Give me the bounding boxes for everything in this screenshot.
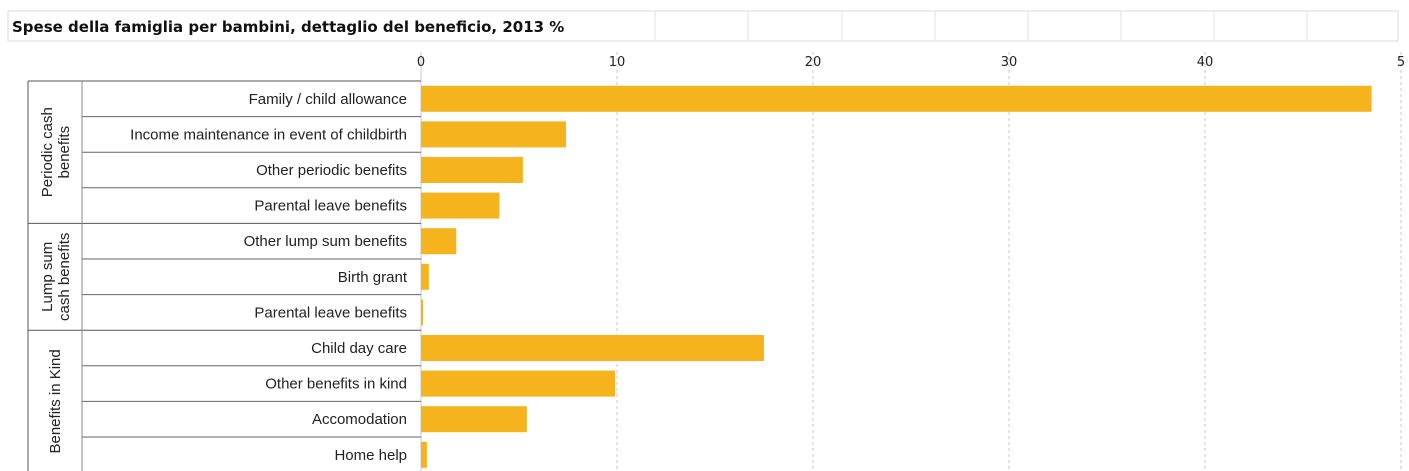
category-label: Other periodic benefits bbox=[256, 162, 407, 179]
x-tick-label: 10 bbox=[609, 55, 626, 70]
x-tick-label: 30 bbox=[1001, 55, 1018, 70]
bar bbox=[421, 121, 567, 148]
bars bbox=[421, 85, 1372, 468]
bar bbox=[421, 370, 616, 397]
category-label: Home help bbox=[334, 447, 407, 464]
category-label: Family / child allowance bbox=[249, 91, 407, 108]
category-label: Accomodation bbox=[312, 411, 407, 428]
bar bbox=[421, 406, 527, 433]
title-band bbox=[7, 10, 1399, 42]
category-label: Parental leave benefits bbox=[254, 198, 407, 215]
bar bbox=[421, 228, 457, 255]
group-labels: Periodic cashbenefits Lump sumcash benefi… bbox=[39, 107, 73, 453]
bar bbox=[421, 299, 423, 326]
group-label: Benefits in Kind bbox=[47, 349, 64, 453]
bar bbox=[421, 441, 427, 468]
category-label: Parental leave benefits bbox=[254, 304, 407, 321]
x-axis-ticks: 0 10 20 30 40 5 bbox=[417, 55, 1405, 70]
title-band-cells bbox=[654, 11, 1308, 41]
category-label: Income maintenance in event of childbirt… bbox=[130, 126, 407, 143]
bar bbox=[421, 157, 523, 183]
group-label: Lump sumcash benefits bbox=[39, 233, 73, 321]
category-label: Other benefits in kind bbox=[265, 376, 407, 393]
bar bbox=[421, 192, 500, 219]
bar bbox=[421, 263, 429, 290]
category-label: Other lump sum benefits bbox=[244, 233, 407, 250]
bar bbox=[421, 85, 1372, 112]
x-tick-label: 40 bbox=[1197, 55, 1214, 70]
bar bbox=[421, 335, 764, 361]
x-tick-label: 5 bbox=[1397, 55, 1405, 70]
category-label: Birth grant bbox=[338, 269, 408, 286]
gridlines bbox=[420, 52, 1402, 471]
category-label: Child day care bbox=[311, 340, 407, 357]
category-labels: Family / child allowance Income maintenan… bbox=[27, 80, 421, 471]
group-label: Periodic cashbenefits bbox=[39, 107, 73, 197]
x-tick-label: 0 bbox=[417, 55, 425, 70]
chart-title: Spese della famiglia per bambini, dettag… bbox=[12, 18, 564, 36]
x-tick-label: 20 bbox=[805, 55, 822, 70]
